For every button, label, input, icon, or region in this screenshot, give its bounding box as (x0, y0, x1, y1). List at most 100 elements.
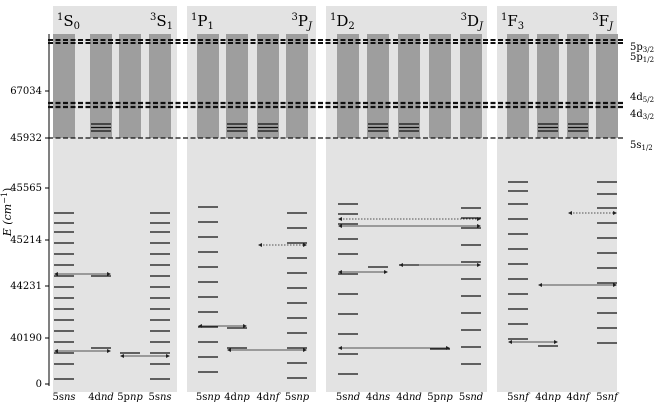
title-symbol: D (467, 12, 479, 30)
title-subscript: 1 (207, 21, 213, 32)
column-label-italic: nd (347, 392, 360, 403)
column-label-italic: ns (379, 392, 391, 403)
title-superscript: 1 (191, 12, 197, 23)
column-label: 5sns (52, 392, 75, 403)
title-superscript: 3 (292, 12, 298, 23)
column-label-prefix: 5p (427, 392, 440, 403)
column-label-italic: np (237, 392, 250, 403)
threshold-label: 5p1/2 (630, 52, 654, 64)
arrow-head-left (54, 349, 58, 353)
column-label-prefix: 5s (459, 392, 471, 403)
arrow-head-left (338, 346, 342, 350)
continuum-bar (257, 34, 279, 138)
continuum-bar (567, 34, 589, 138)
column-label-prefix: 5s (507, 392, 519, 403)
continuum-bar (286, 34, 308, 138)
column-label: 5snp (196, 392, 221, 403)
arrow-head-right (384, 270, 388, 274)
arrow-head-left (338, 224, 342, 228)
column-label-italic: np (207, 392, 220, 403)
arrow-head-right (107, 349, 111, 353)
panel-title-left: 1F3 (501, 12, 524, 32)
title-subscript: J (607, 21, 614, 32)
column-label-italic: np (130, 392, 143, 403)
continuum-bar (119, 34, 141, 138)
title-subscript: 2 (348, 21, 354, 32)
column-label-prefix: 4d (224, 392, 237, 403)
column-label-italic: np (548, 392, 561, 403)
panel-title-right: 3DJ (461, 12, 484, 32)
column-label-prefix: 5s (285, 392, 297, 403)
threshold-label-name: 4d (630, 92, 643, 103)
column-label: 5snp (285, 392, 310, 403)
arrow-head-left (120, 354, 124, 358)
column-label-italic: np (296, 392, 309, 403)
title-symbol: S (156, 12, 166, 30)
threshold-label-sub: 3/2 (643, 113, 654, 121)
arrow-head-right (477, 217, 481, 221)
column-label: 5snd (336, 392, 360, 403)
threshold-label-sub: 1/2 (642, 144, 653, 152)
column-label-prefix: 4d (257, 392, 270, 403)
title-subscript: 1 (167, 21, 173, 32)
title-symbol: S (63, 12, 73, 30)
title-superscript: 3 (150, 12, 156, 23)
column-label-italic: nd (101, 392, 114, 403)
threshold-label: 4d3/2 (630, 109, 654, 121)
column-label: 5pnp (117, 392, 143, 403)
title-superscript: 1 (57, 12, 63, 23)
threshold-label-name: 5p (630, 52, 643, 63)
arrow-head-left (538, 283, 542, 287)
title-subscript: 3 (518, 21, 524, 32)
y-axis-title: E (cm−1) (0, 188, 14, 238)
title-superscript: 3 (592, 12, 598, 23)
threshold-label-sub: 3/2 (643, 46, 654, 54)
arrow-head-right (303, 243, 307, 247)
y-tick-label: 40190 (10, 333, 42, 344)
continuum-bar (398, 34, 420, 138)
title-superscript: 1 (330, 12, 336, 23)
continuum-bar (367, 34, 389, 138)
title-subscript: J (306, 21, 313, 32)
column-label-prefix: 5s (52, 392, 64, 403)
column-label-prefix: 4d (366, 392, 379, 403)
continuum-bar (507, 34, 529, 138)
title-symbol: F (507, 12, 517, 30)
threshold-lines (48, 39, 623, 139)
arrow-head-right (303, 348, 307, 352)
panel-title-left: 1S0 (57, 12, 80, 32)
arrow-head-right (446, 346, 450, 350)
y-axis: 67034 45932 45565 45214 44231 40190 0 E (cm−1) (0, 34, 50, 390)
column-label-prefix: 5s (196, 392, 208, 403)
arrow-head-right (613, 283, 617, 287)
arrow-head-left (508, 340, 512, 344)
panel-title-right: 3FJ (592, 12, 614, 32)
title-symbol: P (197, 12, 207, 30)
column-label: 4dnf (257, 392, 282, 403)
panel-title-right: 3S1 (150, 12, 173, 32)
arrow-head-left (227, 348, 231, 352)
y-tick-label: 67034 (10, 86, 42, 97)
column-label-prefix: 4d (88, 392, 101, 403)
column-label: 4dnp (535, 392, 561, 403)
column-label-prefix: 5s (596, 392, 608, 403)
column-label-italic: nd (470, 392, 483, 403)
column-label: 5snf (596, 392, 620, 403)
continuum-bar (197, 34, 219, 138)
continuum-bar (90, 34, 112, 138)
arrow-head-left (338, 270, 342, 274)
column-label: 4dnd (88, 392, 114, 403)
continuum-bar (337, 34, 359, 138)
column-label: 4dnf (567, 392, 592, 403)
title-symbol: D (336, 12, 348, 30)
arrow-head-left (399, 263, 403, 267)
arrow-head-left (54, 272, 58, 276)
title-subscript: J (477, 21, 484, 32)
column-label-italic: nf (608, 392, 620, 403)
column-label-italic: ns (160, 392, 172, 403)
